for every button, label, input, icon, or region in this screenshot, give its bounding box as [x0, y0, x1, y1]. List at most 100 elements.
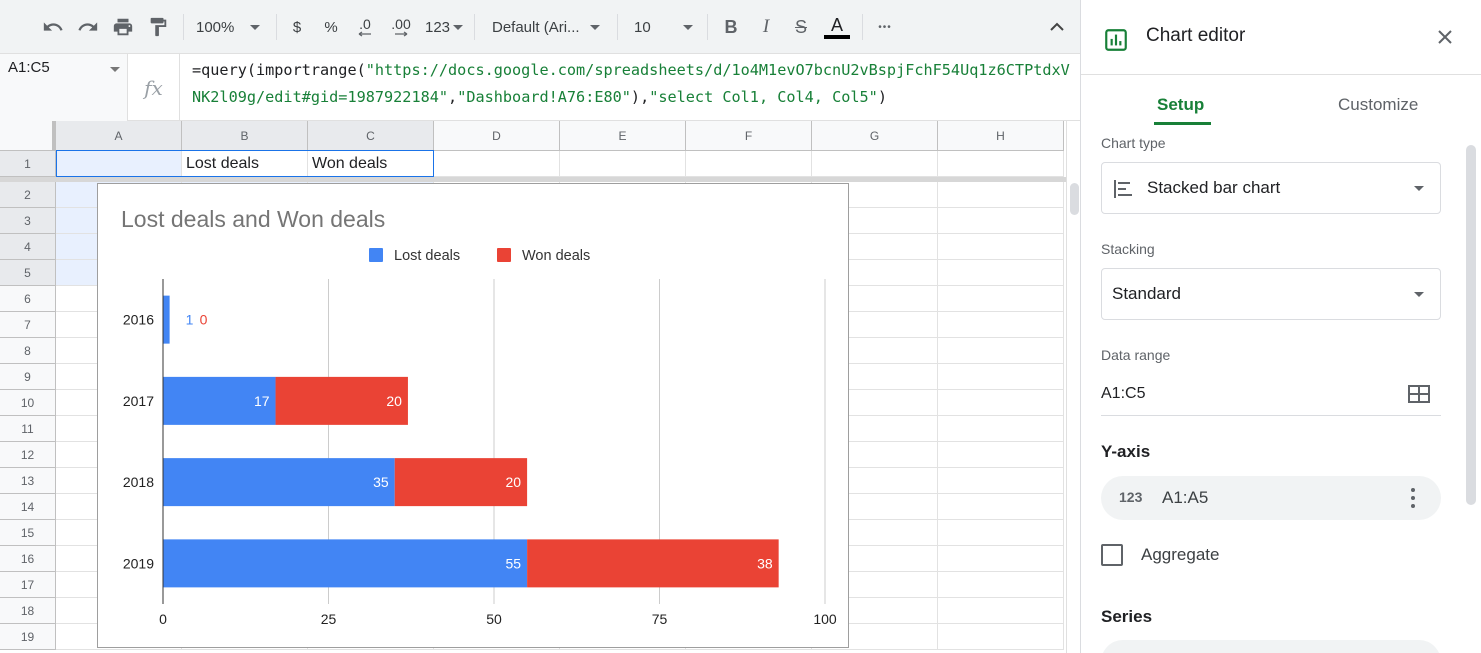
- row-header-13[interactable]: 13: [0, 468, 56, 494]
- cell-g4[interactable]: [812, 234, 938, 260]
- row-header-15[interactable]: 15: [0, 520, 56, 546]
- row-header-5[interactable]: 5: [0, 260, 56, 286]
- cell-g6[interactable]: [812, 286, 938, 312]
- cell-h10[interactable]: [938, 390, 1064, 416]
- tab-setup[interactable]: Setup: [1157, 95, 1205, 114]
- column-header-g[interactable]: G: [812, 121, 938, 151]
- cell-g16[interactable]: [812, 546, 938, 572]
- cell-h19[interactable]: [938, 624, 1064, 650]
- cell-h1[interactable]: [938, 151, 1064, 177]
- column-header-h[interactable]: H: [938, 121, 1064, 151]
- stacking-dropdown[interactable]: Standard: [1101, 268, 1441, 320]
- cell-h11[interactable]: [938, 416, 1064, 442]
- zoom-select[interactable]: 100%: [196, 13, 268, 41]
- column-header-c[interactable]: C: [308, 121, 434, 151]
- cell-h18[interactable]: [938, 598, 1064, 624]
- print-icon[interactable]: [110, 13, 136, 41]
- cell-g5[interactable]: [812, 260, 938, 286]
- percent-button[interactable]: %: [320, 13, 342, 41]
- cell-h6[interactable]: [938, 286, 1064, 312]
- y-axis-range-pill[interactable]: 123 A1:A5: [1101, 476, 1441, 520]
- data-range-field[interactable]: A1:C5: [1101, 371, 1441, 416]
- cell-g2[interactable]: [812, 182, 938, 208]
- row-header-6[interactable]: 6: [0, 286, 56, 312]
- row-header-2[interactable]: 2: [0, 182, 56, 208]
- formula-input[interactable]: =query(importrange("https://docs.google.…: [192, 57, 1072, 111]
- row-header-8[interactable]: 8: [0, 338, 56, 364]
- stacked-bar-chart[interactable]: Lost deals and Won deals Lost deals Won de…: [97, 183, 849, 648]
- column-header-d[interactable]: D: [434, 121, 560, 151]
- row-header-18[interactable]: 18: [0, 598, 56, 624]
- cell-h8[interactable]: [938, 338, 1064, 364]
- aggregate-checkbox[interactable]: [1101, 544, 1123, 566]
- cell-g14[interactable]: [812, 494, 938, 520]
- row-header-17[interactable]: 17: [0, 572, 56, 598]
- more-vert-icon[interactable]: [1407, 488, 1419, 508]
- name-box[interactable]: A1:C5: [0, 54, 128, 121]
- column-header-f[interactable]: F: [686, 121, 812, 151]
- cell-h5[interactable]: [938, 260, 1064, 286]
- frozen-row-divider[interactable]: [0, 177, 1080, 182]
- chart-type-dropdown[interactable]: Stacked bar chart: [1101, 162, 1441, 214]
- more-options-button[interactable]: •••: [872, 13, 898, 41]
- cell-g18[interactable]: [812, 598, 938, 624]
- cell-g1[interactable]: [812, 151, 938, 177]
- cell-h15[interactable]: [938, 520, 1064, 546]
- cell-g10[interactable]: [812, 390, 938, 416]
- cell-e1[interactable]: [560, 151, 686, 177]
- bold-button[interactable]: B: [719, 13, 743, 41]
- cell-a1[interactable]: [56, 151, 182, 177]
- undo-icon[interactable]: [40, 13, 66, 41]
- cell-g11[interactable]: [812, 416, 938, 442]
- row-header-3[interactable]: 3: [0, 208, 56, 234]
- collapse-toolbar-icon[interactable]: [1045, 13, 1069, 41]
- panel-scrollbar[interactable]: [1466, 145, 1476, 505]
- cell-h2[interactable]: [938, 182, 1064, 208]
- cell-h9[interactable]: [938, 364, 1064, 390]
- row-header-7[interactable]: 7: [0, 312, 56, 338]
- row-header-11[interactable]: 11: [0, 416, 56, 442]
- cell-g13[interactable]: [812, 468, 938, 494]
- more-formats-button[interactable]: 123: [423, 13, 465, 41]
- text-color-button[interactable]: A: [823, 13, 851, 41]
- tab-customize[interactable]: Customize: [1338, 95, 1419, 114]
- cell-h7[interactable]: [938, 312, 1064, 338]
- row-header-10[interactable]: 10: [0, 390, 56, 416]
- cell-g19[interactable]: [812, 624, 938, 650]
- cell-h17[interactable]: [938, 572, 1064, 598]
- cell-d1[interactable]: [434, 151, 560, 177]
- cell-g15[interactable]: [812, 520, 938, 546]
- column-header-e[interactable]: E: [560, 121, 686, 151]
- cell-g12[interactable]: [812, 442, 938, 468]
- font-select[interactable]: Default (Ari...: [492, 13, 608, 41]
- cell-h13[interactable]: [938, 468, 1064, 494]
- row-header-19[interactable]: 19: [0, 624, 56, 650]
- column-header-a[interactable]: A: [56, 121, 182, 151]
- cell-h3[interactable]: [938, 208, 1064, 234]
- cell-g7[interactable]: [812, 312, 938, 338]
- row-header-16[interactable]: 16: [0, 546, 56, 572]
- grid-select-icon[interactable]: [1408, 385, 1430, 403]
- italic-button[interactable]: I: [754, 13, 778, 41]
- column-header-b[interactable]: B: [182, 121, 308, 151]
- decrease-decimals-button[interactable]: .0: [352, 13, 378, 41]
- cell-b1[interactable]: Lost deals: [182, 151, 308, 177]
- cell-g8[interactable]: [812, 338, 938, 364]
- series-pill[interactable]: [1101, 640, 1441, 653]
- cell-h4[interactable]: [938, 234, 1064, 260]
- cell-g17[interactable]: [812, 572, 938, 598]
- row-header-4[interactable]: 4: [0, 234, 56, 260]
- cell-f1[interactable]: [686, 151, 812, 177]
- row-header-1[interactable]: 1: [0, 151, 56, 177]
- cell-c1[interactable]: Won deals: [308, 151, 434, 177]
- increase-decimals-button[interactable]: .00: [386, 13, 416, 41]
- close-icon[interactable]: [1436, 28, 1454, 46]
- strikethrough-button[interactable]: S: [789, 13, 813, 41]
- cell-g9[interactable]: [812, 364, 938, 390]
- grid-vertical-scrollbar[interactable]: [1066, 121, 1080, 653]
- cell-h14[interactable]: [938, 494, 1064, 520]
- scrollbar-thumb[interactable]: [1070, 183, 1079, 215]
- cell-g3[interactable]: [812, 208, 938, 234]
- cell-h16[interactable]: [938, 546, 1064, 572]
- cell-h12[interactable]: [938, 442, 1064, 468]
